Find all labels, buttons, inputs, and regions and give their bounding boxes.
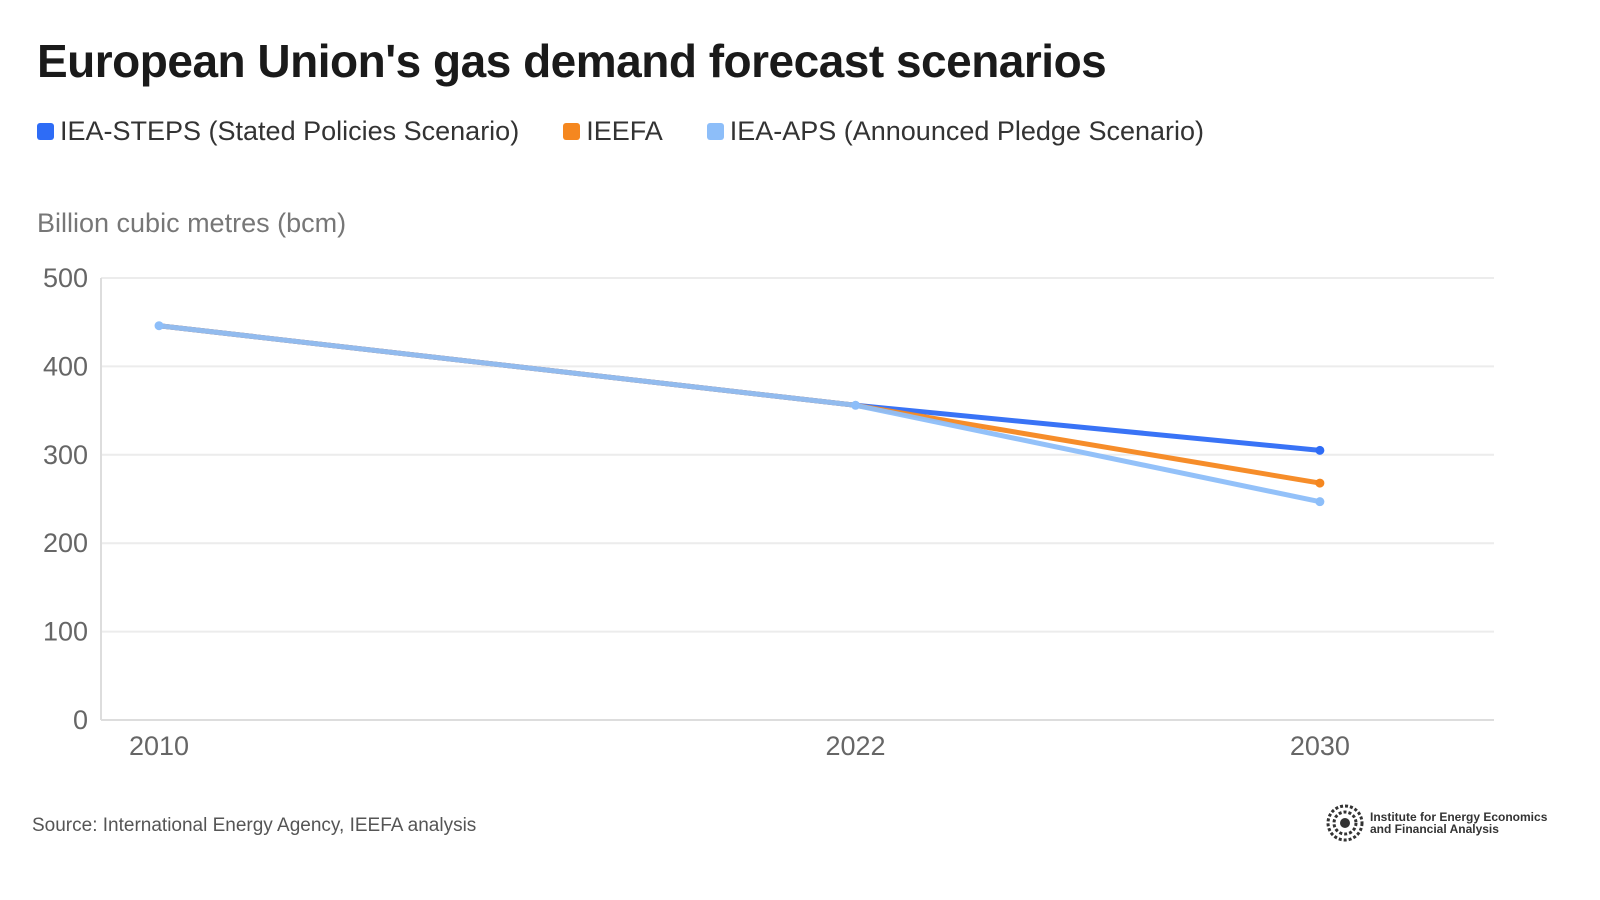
legend-item-steps[interactable]: IEA-STEPS (Stated Policies Scenario) xyxy=(37,116,519,147)
y-tick-label: 500 xyxy=(43,263,88,293)
globe-icon xyxy=(1326,804,1364,842)
legend-swatch xyxy=(37,123,54,140)
series-line-2 xyxy=(156,323,1323,505)
legend-label: IEA-STEPS (Stated Policies Scenario) xyxy=(60,116,520,146)
legend: IEA-STEPS (Stated Policies Scenario) IEE… xyxy=(37,116,1204,147)
data-point xyxy=(851,400,861,410)
data-point xyxy=(1315,478,1325,488)
legend-item-aps[interactable]: IEA-APS (Announced Pledge Scenario) xyxy=(706,116,1204,147)
chart-title: European Union's gas demand forecast sce… xyxy=(37,35,1107,87)
ieefa-logo: Institute for Energy Economics and Financ… xyxy=(1326,804,1547,842)
x-tick-label: 2030 xyxy=(1290,731,1350,761)
legend-swatch xyxy=(563,123,581,140)
y-tick-label: 400 xyxy=(43,351,88,381)
legend-swatch xyxy=(706,123,724,140)
series-line-1 xyxy=(156,323,1323,486)
y-axis-label: Billion cubic metres (bcm) xyxy=(37,208,347,238)
y-tick-label: 300 xyxy=(43,440,88,470)
legend-label: IEEFA xyxy=(586,116,663,146)
y-tick-label: 0 xyxy=(73,705,88,735)
source-note: Source: International Energy Agency, IEE… xyxy=(32,815,477,836)
logo-line-1: Institute for Energy Economics xyxy=(1370,810,1548,824)
x-tick-label: 2010 xyxy=(129,731,189,761)
logo-line-2: and Financial Analysis xyxy=(1370,822,1499,836)
data-point xyxy=(154,321,164,331)
data-point xyxy=(1315,445,1325,455)
legend-item-ieefa[interactable]: IEEFA xyxy=(563,116,663,147)
y-tick-label: 100 xyxy=(43,617,88,647)
data-point xyxy=(1315,497,1325,507)
x-tick-label: 2022 xyxy=(826,731,886,761)
y-tick-label: 200 xyxy=(43,528,88,558)
legend-label: IEA-APS (Announced Pledge Scenario) xyxy=(729,116,1204,146)
